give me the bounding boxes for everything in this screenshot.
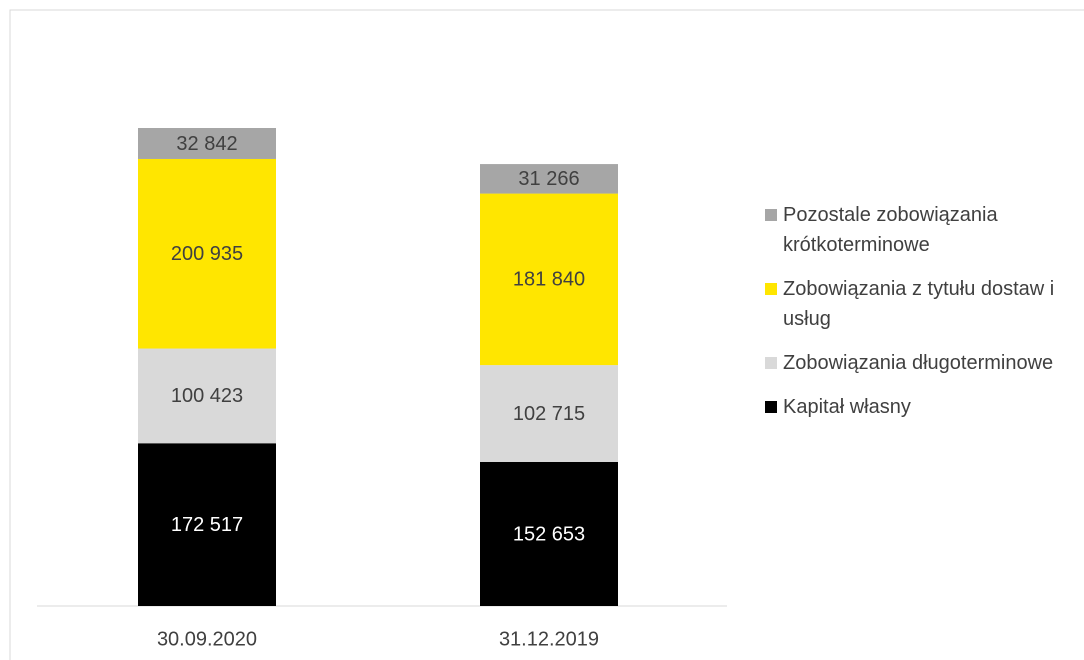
data-label: 102 715 [513,403,585,425]
legend-label: Kapitał własny [783,396,911,418]
legend-item: Zobowiązania z tytułu dostaw i usług [762,274,1072,334]
bar-segment [480,193,618,366]
legend-swatch [765,283,777,295]
legend-item: Kapitał własny [762,392,1072,422]
legend-swatch [765,209,777,221]
bar-segment [480,365,618,462]
chart-frame [9,9,1084,660]
bar-segment [480,461,618,606]
data-label: 172 517 [171,514,243,536]
data-label: 200 935 [171,243,243,265]
legend-item: Zobowiązania długoterminowe [762,348,1072,378]
bar-segment [138,348,276,444]
legend: Pozostale zobowiązania krótkoterminowe Zo… [762,200,1072,436]
x-tick-label: 31.12.2019 [499,628,599,650]
bar-segment [138,443,276,606]
data-label: 100 423 [171,385,243,407]
data-label: 32 842 [176,133,237,155]
legend-swatch [765,357,777,369]
legend-label: Zobowiązania z tytułu dostaw i usług [783,278,1055,330]
legend-label: Pozostale zobowiązania krótkoterminowe [783,204,998,256]
data-label: 181 840 [513,269,585,291]
legend-swatch [765,401,777,413]
bar-segment [138,158,276,349]
x-tick-label: 30.09.2020 [157,628,257,650]
data-label: 31 266 [518,168,579,190]
legend-label: Zobowiązania długoterminowe [783,352,1054,374]
bar-segment [480,164,618,194]
data-label: 152 653 [513,523,585,545]
bar-segment [138,128,276,159]
legend-item: Pozostale zobowiązania krótkoterminowe [762,200,1072,260]
